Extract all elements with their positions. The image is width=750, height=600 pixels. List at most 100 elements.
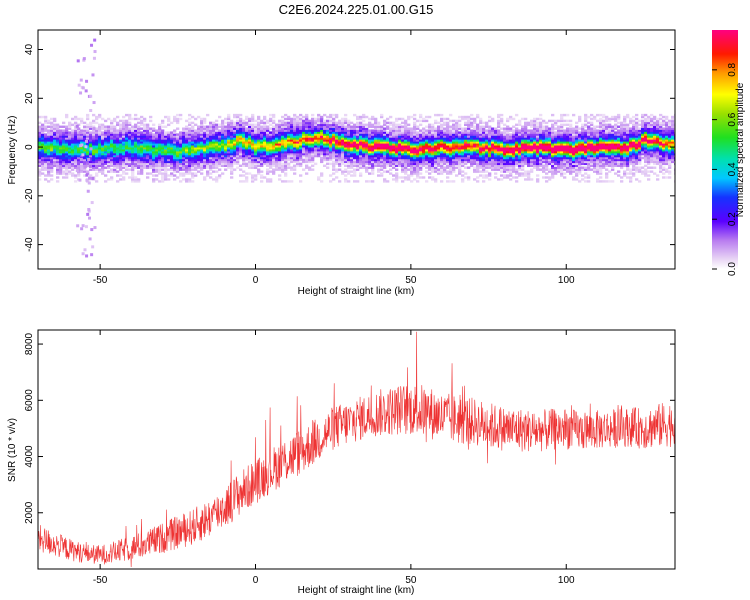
heatmap-cell xyxy=(230,143,234,146)
heatmap-cell xyxy=(182,158,186,162)
heatmap-cell xyxy=(242,119,246,123)
heatmap-cell xyxy=(383,152,387,156)
heatmap-cell xyxy=(437,168,441,171)
heatmap-cell xyxy=(107,125,111,128)
heatmap-cell xyxy=(350,133,354,136)
heatmap-cell xyxy=(368,131,372,134)
heatmap-cell xyxy=(194,129,198,132)
heatmap-cell xyxy=(470,164,474,167)
heatmap-cell xyxy=(305,156,309,160)
heatmap-cell xyxy=(245,156,249,160)
heatmap-cell xyxy=(65,164,69,167)
heatmap-cell xyxy=(176,150,180,154)
heatmap-cell xyxy=(527,154,531,158)
heatmap-cell xyxy=(398,141,402,144)
heatmap-cell xyxy=(479,147,483,150)
heatmap-cell xyxy=(479,154,483,158)
heatmap-cell xyxy=(395,123,399,127)
heatmap-cell xyxy=(260,170,264,173)
heatmap-cell xyxy=(155,147,159,150)
heatmap-cell xyxy=(431,137,435,140)
heatmap-cell xyxy=(422,137,426,140)
heatmap-cell xyxy=(86,160,90,164)
heatmap-cell xyxy=(257,168,261,171)
heatmap-cell xyxy=(128,113,132,117)
heatmap-cell xyxy=(269,164,273,167)
heatmap-cell xyxy=(107,141,111,144)
heatmap-cell xyxy=(314,117,318,121)
heatmap-cell xyxy=(344,139,348,142)
heatmap-cell xyxy=(449,135,453,138)
heatmap-cell xyxy=(293,147,297,150)
heatmap-cell xyxy=(158,147,162,150)
heatmap-cell xyxy=(521,131,525,134)
heatmap-cell xyxy=(335,152,339,156)
heatmap-cell xyxy=(551,158,555,162)
heatmap-cell xyxy=(410,154,414,158)
heatmap-cell xyxy=(215,162,219,166)
heatmap-cell xyxy=(365,141,369,144)
heatmap-cell xyxy=(395,143,399,146)
heatmap-cell xyxy=(227,148,231,152)
heatmap-cell xyxy=(44,115,48,119)
heatmap-cell xyxy=(272,141,276,144)
heatmap-cell xyxy=(71,123,75,127)
heatmap-cell xyxy=(125,139,129,142)
heatmap-cell xyxy=(587,133,591,136)
heatmap-cell xyxy=(404,162,408,166)
heatmap-cell xyxy=(413,148,417,152)
heatmap-cell xyxy=(401,141,405,144)
heatmap-cell xyxy=(200,139,204,142)
heatmap-cell xyxy=(530,162,534,166)
heatmap-cell xyxy=(200,121,204,125)
heatmap-cell xyxy=(98,135,102,138)
heatmap-cell xyxy=(431,162,435,166)
heatmap-cell xyxy=(95,137,99,140)
heatmap-cell xyxy=(560,115,564,119)
heatmap-cell xyxy=(428,129,432,132)
heatmap-cell xyxy=(332,133,336,136)
heatmap-cell xyxy=(176,156,180,160)
heatmap-cell xyxy=(305,141,309,144)
heatmap-cell xyxy=(428,156,432,160)
heatmap-cell xyxy=(203,158,207,162)
heatmap-cell xyxy=(299,117,303,121)
heatmap-cell xyxy=(533,154,537,158)
heatmap-cell xyxy=(596,129,600,132)
heatmap-cell xyxy=(68,158,72,162)
heatmap-cell xyxy=(287,147,291,150)
heatmap-cell xyxy=(260,127,264,130)
heatmap-cell xyxy=(257,150,261,154)
heatmap-cell xyxy=(347,166,351,169)
heatmap-cell xyxy=(248,162,252,166)
heatmap-cell xyxy=(353,162,357,166)
heatmap-cell xyxy=(107,129,111,132)
heatmap-cell xyxy=(47,158,51,162)
heatmap-cell xyxy=(287,133,291,136)
heatmap-cell xyxy=(212,154,216,158)
heatmap-cell xyxy=(92,125,96,128)
heatmap-cell xyxy=(428,135,432,138)
heatmap-cell xyxy=(122,119,126,123)
heatmap-cell xyxy=(452,147,456,150)
heatmap-cell xyxy=(86,123,90,127)
heatmap-cell xyxy=(593,170,597,173)
heatmap-cell xyxy=(446,180,450,183)
heatmap-cell xyxy=(59,154,63,158)
heatmap-cell xyxy=(83,125,87,128)
heatmap-cell xyxy=(38,139,42,142)
heatmap-cell xyxy=(551,113,555,117)
heatmap-cell xyxy=(344,158,348,162)
heatmap-cell xyxy=(404,133,408,136)
heatmap-cell xyxy=(323,129,327,132)
heatmap-cell xyxy=(350,158,354,162)
heatmap-cell xyxy=(107,152,111,156)
heatmap-cell xyxy=(47,160,51,164)
heatmap-cell xyxy=(194,131,198,134)
heatmap-cell xyxy=(386,133,390,136)
heatmap-cell xyxy=(272,139,276,142)
heatmap-cell xyxy=(395,164,399,167)
heatmap-cell xyxy=(362,125,366,128)
heatmap-cell xyxy=(170,133,174,136)
heatmap-cell xyxy=(404,121,408,125)
